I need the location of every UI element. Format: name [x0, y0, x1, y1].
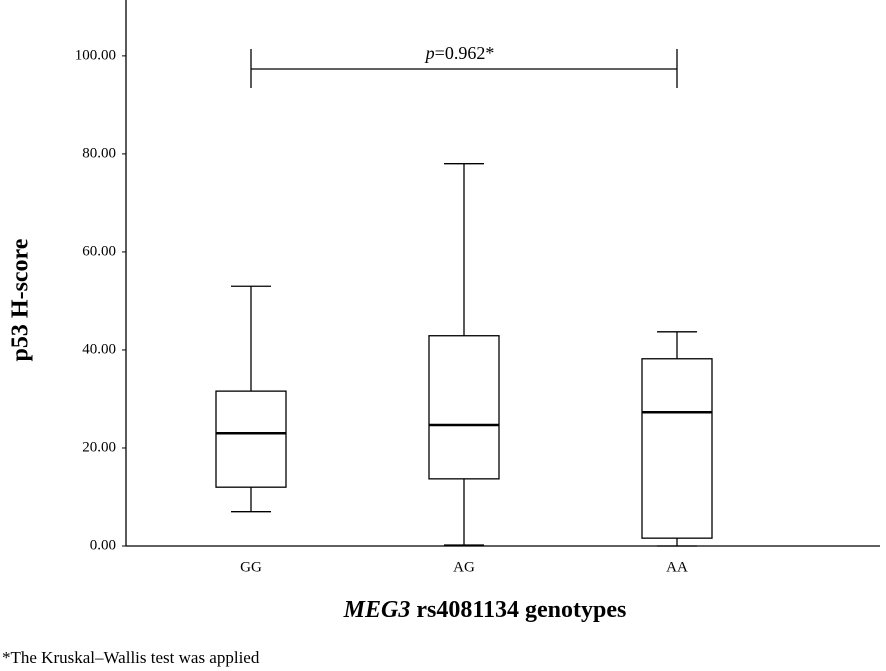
footnote: *The Kruskal–Wallis test was applied	[2, 648, 260, 667]
box	[641, 358, 713, 539]
x-label-italic: MEG3	[343, 597, 411, 623]
x-label-rest: rs4081134 genotypes	[410, 597, 626, 623]
x-axis-label: MEG3 rs4081134 genotypes	[343, 597, 627, 623]
y-tick-label: 0.00	[90, 537, 116, 553]
y-axis-label: p53 H-score	[8, 238, 34, 361]
y-tick-label: 40.00	[82, 341, 116, 357]
annotation-value: =0.962*	[435, 43, 495, 63]
annotation: p=0.962*	[424, 43, 495, 63]
box	[215, 390, 287, 488]
y-tick-label: 60.00	[82, 243, 116, 259]
box	[428, 335, 500, 480]
y-tick-label: 100.00	[75, 47, 116, 63]
y-tick-label: 80.00	[82, 145, 116, 161]
significance-bracket: p=0.962*	[250, 43, 678, 88]
x-tick-label: GG	[240, 559, 262, 575]
annotation-p: p	[424, 43, 435, 63]
x-tick-label: AG	[453, 559, 475, 575]
y-tick-label: 20.00	[82, 439, 116, 455]
x-tick-label: AA	[666, 559, 688, 575]
